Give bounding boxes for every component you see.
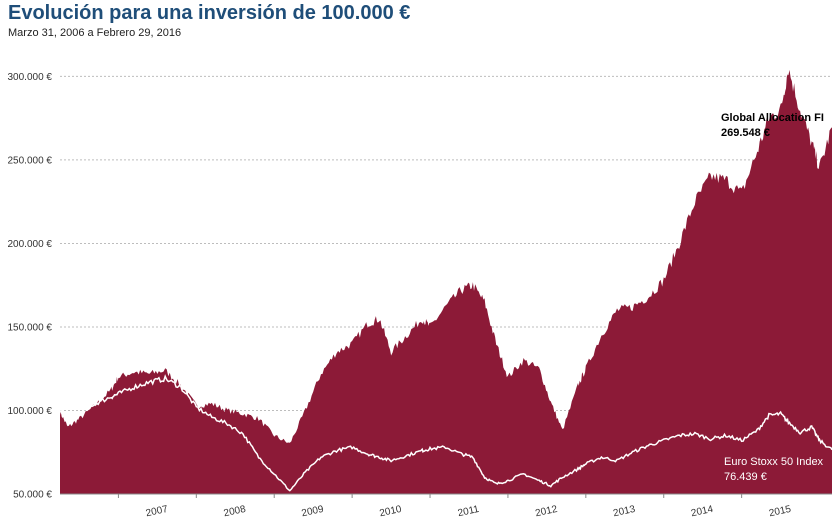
x-tick-label: 2012 [534,504,558,519]
x-tick-label: 2007 [145,504,169,519]
y-tick-label: 250.000 € [8,155,53,166]
x-tick-label: 2009 [301,504,325,519]
x-tick-label: 2008 [223,504,247,519]
y-tick-label: 200.000 € [8,239,53,250]
x-tick-label: 2013 [612,504,636,519]
fund-series-name-label: Global Allocation FI [721,112,824,124]
x-tick-label: 2010 [379,504,403,519]
x-axis-ticks: 2007 2008 2009 2010 2011 2012 2013 2014 2015 [117,494,793,519]
series-line-euro-stoxx [59,374,833,492]
y-axis-ticks: 50.000 € 100.000 € 150.000 € 200.000 € 250.0… [8,72,53,501]
index-end-value-label: 76.439 € [724,471,767,483]
x-tick-label: 2015 [768,504,792,519]
y-tick-label: 100.000 € [8,406,53,417]
chart-subtitle: Marzo 31, 2006 a Febrero 29, 2016 [8,27,182,39]
y-tick-label: 150.000 € [8,322,53,333]
x-tick-label: 2011 [457,504,481,519]
series-area-global-allocation [60,69,832,495]
chart-title: Evolución para una inversión de 100.000 … [8,2,411,24]
y-tick-label: 50.000 € [13,490,52,501]
y-tick-label: 300.000 € [8,72,53,83]
index-series-name-label: Euro Stoxx 50 Index [724,456,824,468]
fund-end-value-label: 269.548 € [721,127,770,139]
x-tick-label: 2014 [690,504,714,519]
